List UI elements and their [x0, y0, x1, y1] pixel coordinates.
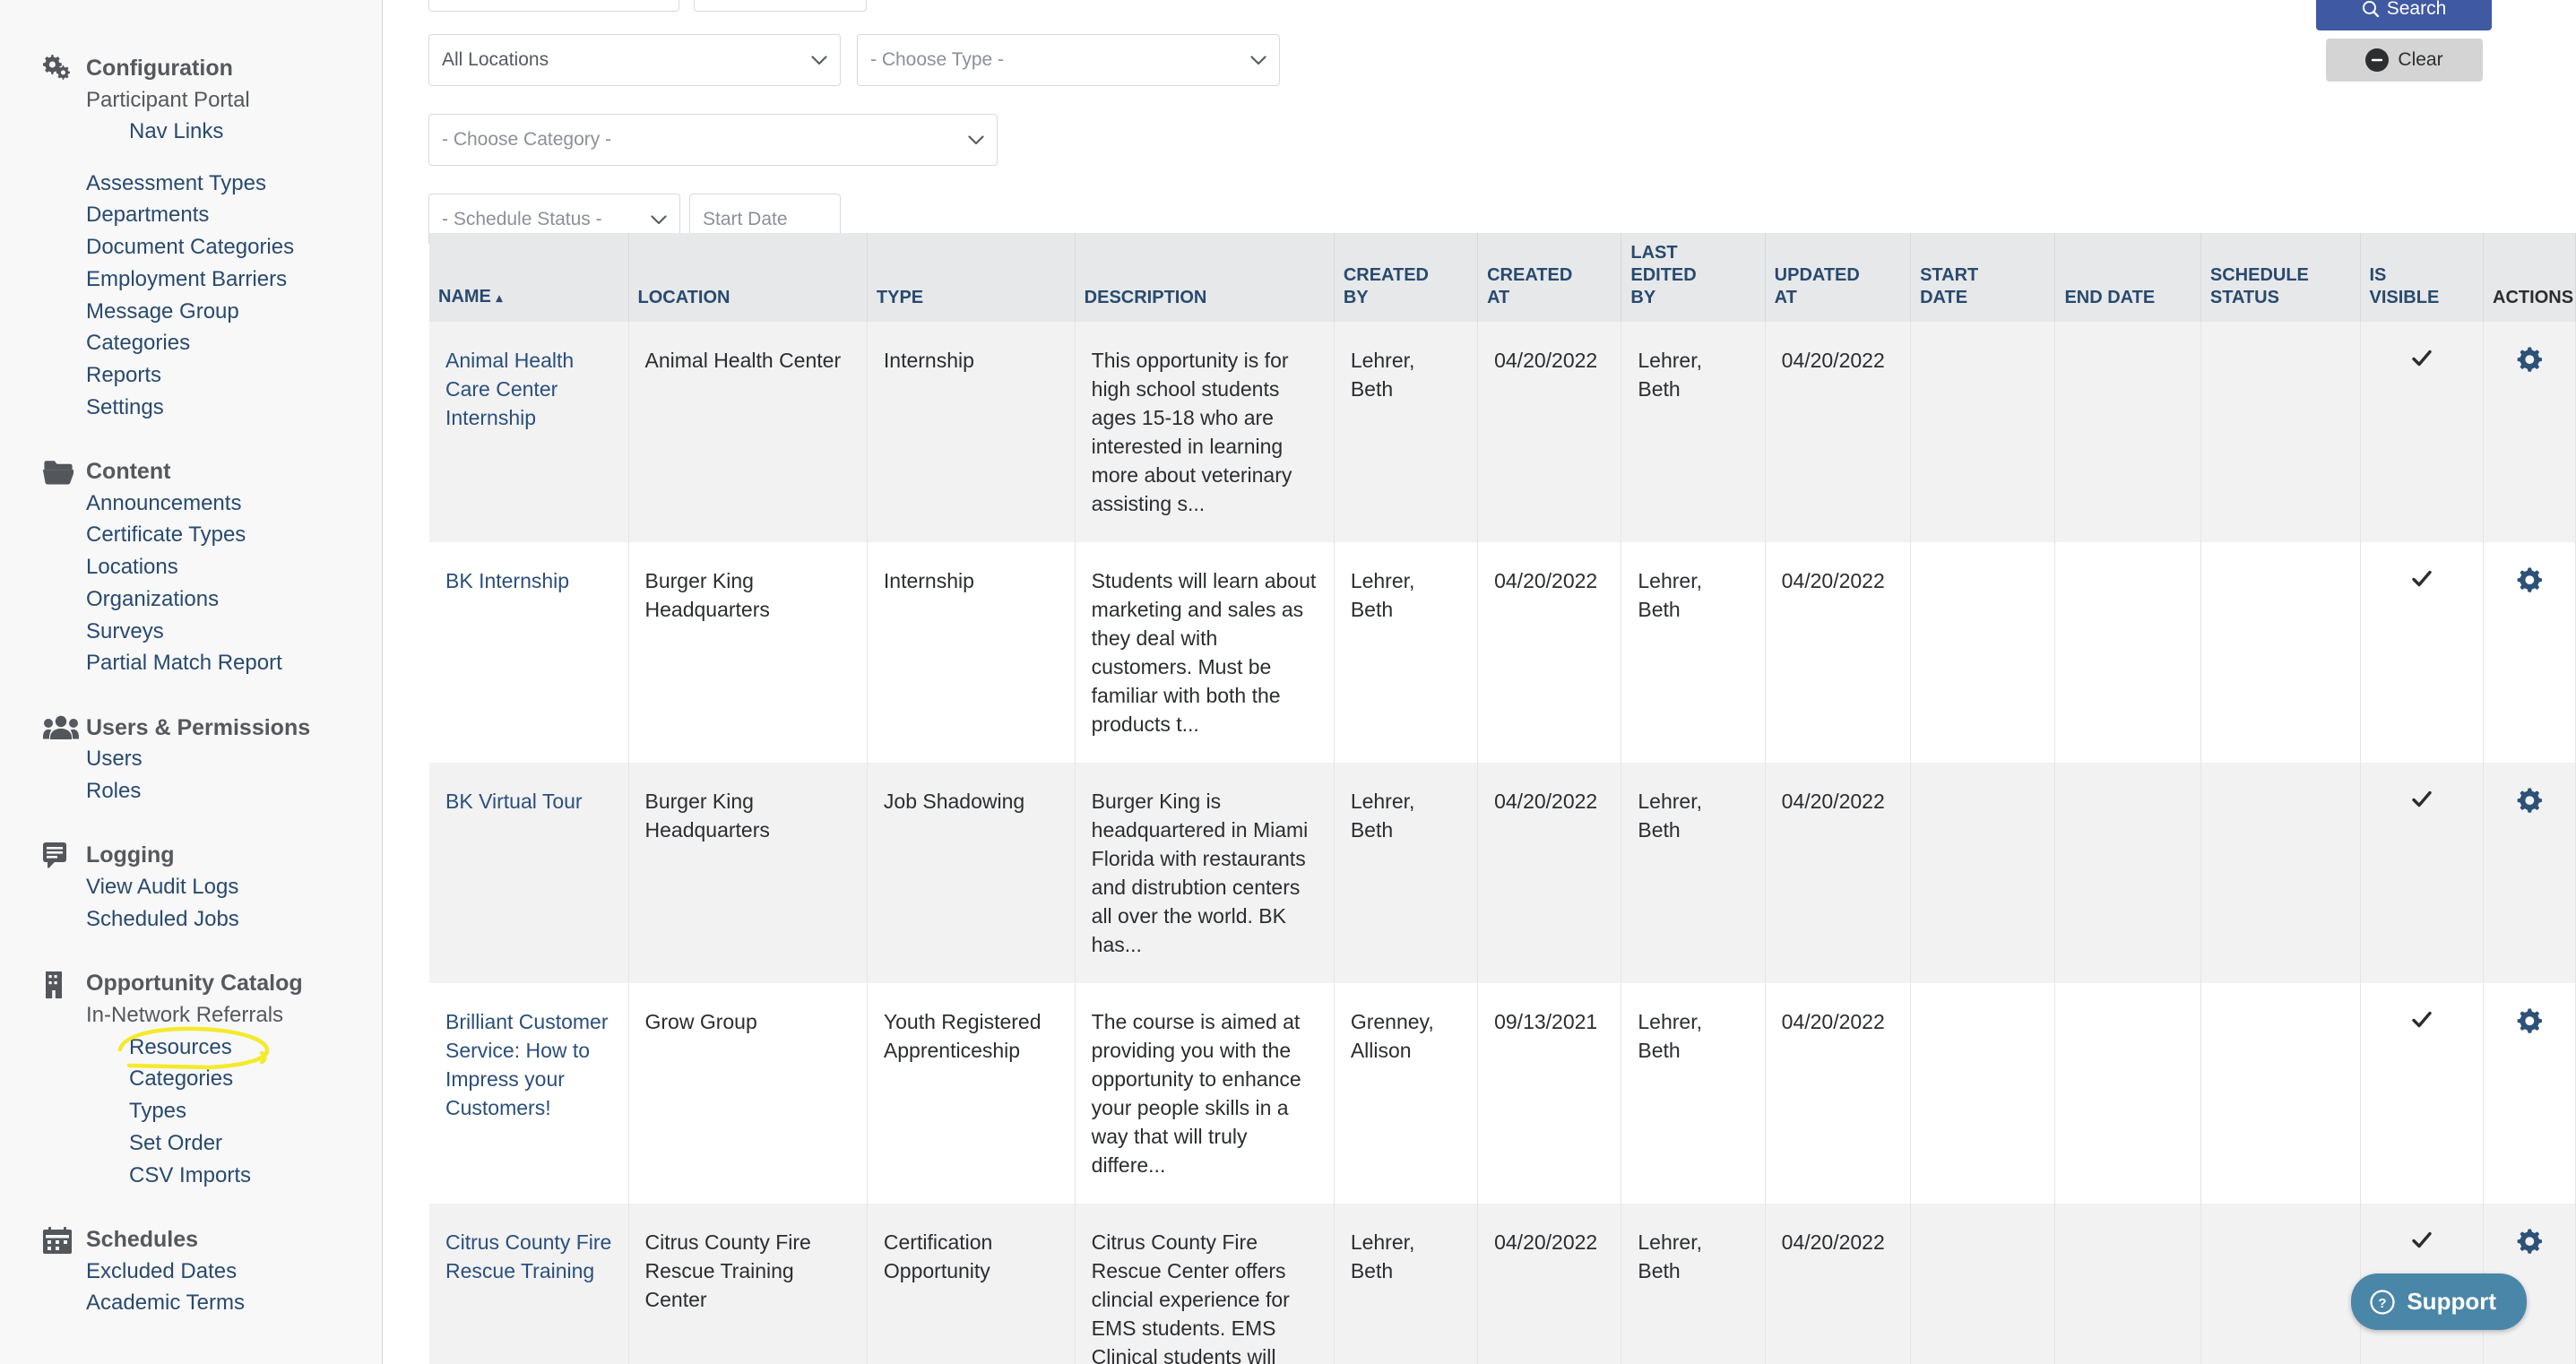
svg-text:?: ?	[2379, 1296, 2387, 1311]
